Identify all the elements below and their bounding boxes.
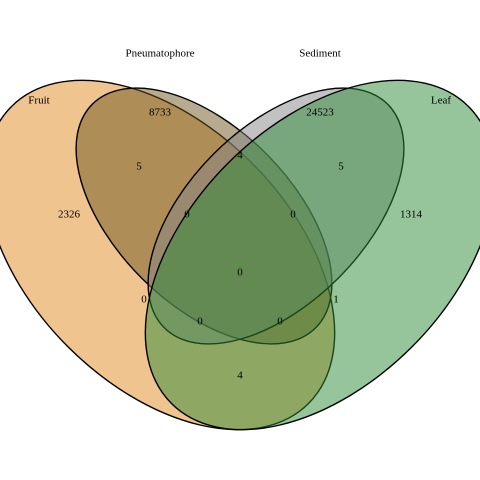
- pneumatophore-only-count: 8733: [149, 107, 172, 119]
- sediment-set-label: Sediment: [299, 48, 341, 60]
- leaf-set-ellipse: [144, 79, 480, 431]
- pneumatophore-leaf-count: 1: [333, 294, 339, 306]
- pneumatophore-set-label: Pneumatophore: [125, 48, 194, 60]
- fruit-pneumatophore-leaf-count: 0: [277, 316, 283, 328]
- sediment-only-count: 24523: [306, 107, 334, 119]
- fruit-sediment-count: 0: [141, 294, 147, 306]
- fruit-leaf-count: 4: [237, 370, 243, 382]
- fruit-pneumatophore-sediment-count: 0: [184, 209, 190, 221]
- fruit-pneumatophore-count: 5: [136, 161, 142, 173]
- sediment-leaf-count: 5: [338, 161, 344, 173]
- fruit-set-label: Fruit: [28, 95, 49, 107]
- fruit-sediment-leaf-count: 0: [197, 316, 203, 328]
- leaf-only-count: 1314: [400, 209, 423, 221]
- pneumatophore-sediment-count: 4: [237, 150, 243, 162]
- leaf-set-label: Leaf: [431, 95, 451, 107]
- pneumatophore-sediment-leaf-count: 0: [290, 209, 296, 221]
- all-four-count: 0: [237, 267, 243, 279]
- fruit-only-count: 2326: [58, 209, 81, 221]
